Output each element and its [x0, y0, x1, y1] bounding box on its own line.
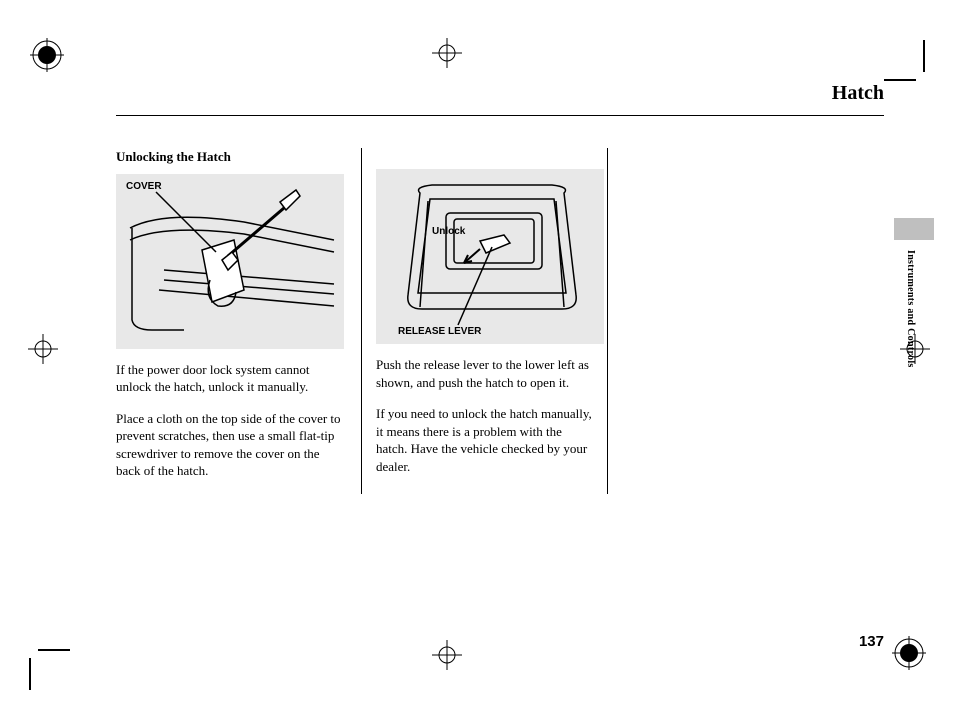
- section-tab: [894, 218, 934, 240]
- col2-para2: If you need to unlock the hatch manually…: [376, 405, 593, 475]
- section-side-label: Instruments and Controls: [905, 250, 916, 368]
- page-title: Hatch: [116, 82, 884, 105]
- column-2: Unlock RELEASE LEVER: [362, 148, 608, 494]
- registration-mark: [30, 38, 64, 72]
- registration-mark: [28, 334, 58, 364]
- registration-mark: [892, 636, 926, 670]
- page-content: Hatch Instruments and Controls Unlocking…: [116, 110, 884, 630]
- column-1: Unlocking the Hatch COVER: [116, 148, 362, 494]
- crop-mark: [884, 40, 934, 90]
- section-heading: Unlocking the Hatch: [116, 148, 347, 166]
- cover-illustration: [124, 180, 336, 340]
- header-rule: [116, 115, 884, 116]
- registration-mark: [432, 38, 462, 68]
- crop-mark: [20, 640, 70, 690]
- page-number: 137: [859, 633, 884, 650]
- figure-release-lever: Unlock RELEASE LEVER: [376, 169, 604, 344]
- col2-para1: Push the release lever to the lower left…: [376, 356, 593, 391]
- release-lever-illustration: [384, 175, 596, 335]
- content-columns: Unlocking the Hatch COVER: [116, 148, 884, 494]
- col1-para2: Place a cloth on the top side of the cov…: [116, 410, 347, 480]
- col1-para1: If the power door lock system cannot unl…: [116, 361, 347, 396]
- column-3: [608, 148, 854, 494]
- registration-mark: [432, 640, 462, 670]
- figure-cover: COVER: [116, 174, 344, 349]
